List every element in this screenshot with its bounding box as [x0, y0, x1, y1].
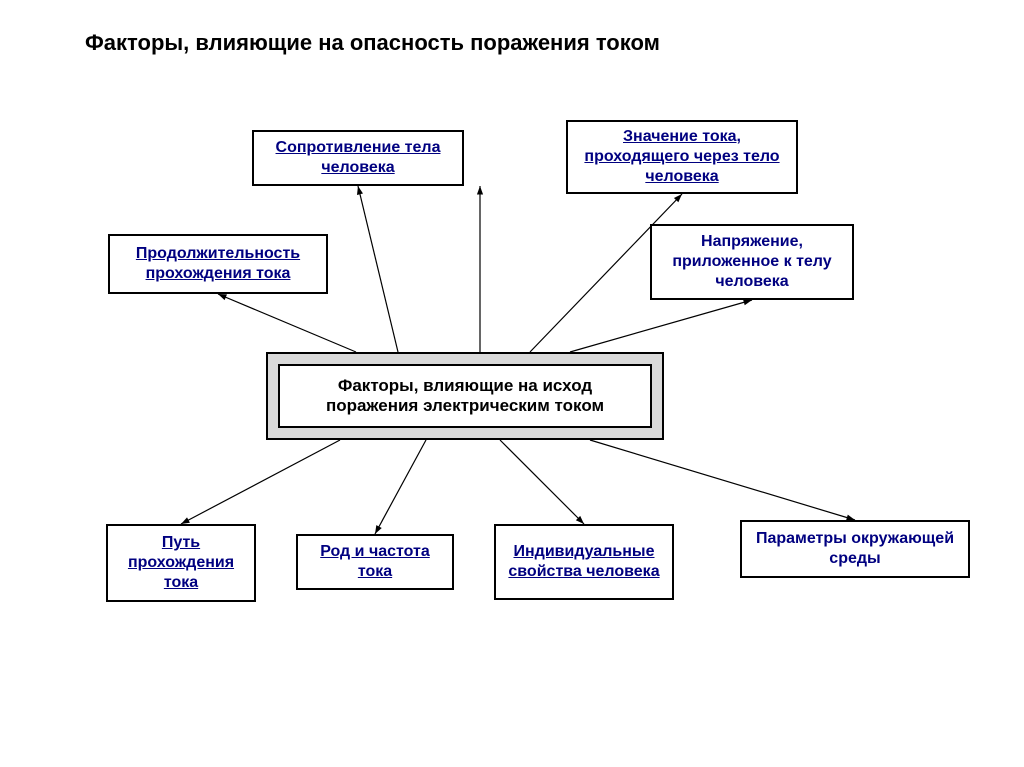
- node-label: Сопротивление тела человека: [262, 138, 454, 178]
- node-label: Род и частота тока: [306, 542, 444, 582]
- center-inner: Факторы, влияющие на исход поражения эле…: [278, 364, 652, 428]
- node-voltage: Напряжение, приложенное к телу человека: [650, 224, 854, 300]
- node-environment: Параметры окружающей среды: [740, 520, 970, 578]
- node-label: Продолжительность прохождения тока: [118, 244, 318, 284]
- diagram-canvas: Факторы, влияющие на опасность поражения…: [0, 0, 1024, 767]
- node-path: Путь прохождения тока: [106, 524, 256, 602]
- node-label: Значение тока, проходящего через тело че…: [576, 127, 788, 187]
- center-node: Факторы, влияющие на исход поражения эле…: [266, 352, 664, 440]
- node-label: Параметры окружающей среды: [750, 529, 960, 569]
- node-label: Путь прохождения тока: [116, 533, 246, 593]
- node-resistance: Сопротивление тела человека: [252, 130, 464, 186]
- node-label: Напряжение, приложенное к телу человека: [660, 232, 844, 292]
- page-title: Факторы, влияющие на опасность поражения…: [85, 30, 660, 56]
- node-duration: Продолжительность прохождения тока: [108, 234, 328, 294]
- node-type-freq: Род и частота тока: [296, 534, 454, 590]
- center-label: Факторы, влияющие на исход поражения эле…: [290, 376, 640, 416]
- node-current-value: Значение тока, проходящего через тело че…: [566, 120, 798, 194]
- node-individual: Индивидуальные свойства человека: [494, 524, 674, 600]
- node-label: Индивидуальные свойства человека: [504, 542, 664, 582]
